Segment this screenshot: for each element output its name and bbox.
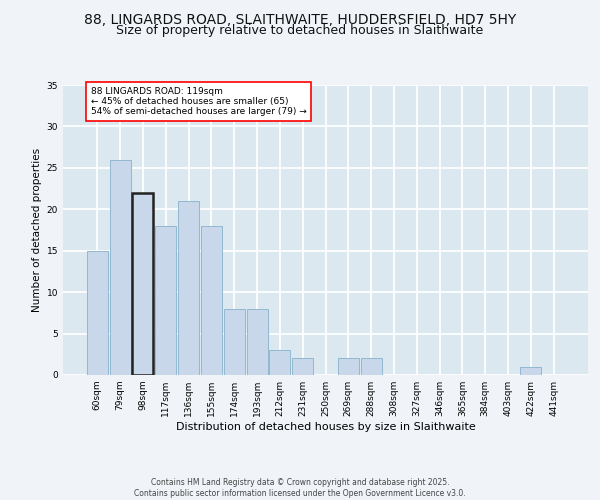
Bar: [201, 226, 222, 375]
Bar: [87, 250, 108, 375]
Bar: [292, 358, 313, 375]
Text: Size of property relative to detached houses in Slaithwaite: Size of property relative to detached ho…: [116, 24, 484, 37]
Bar: [155, 226, 176, 375]
Bar: [269, 350, 290, 375]
Text: 88 LINGARDS ROAD: 119sqm
← 45% of detached houses are smaller (65)
54% of semi-d: 88 LINGARDS ROAD: 119sqm ← 45% of detach…: [91, 86, 306, 117]
Bar: [338, 358, 359, 375]
X-axis label: Distribution of detached houses by size in Slaithwaite: Distribution of detached houses by size …: [176, 422, 475, 432]
Bar: [133, 192, 154, 375]
Bar: [224, 308, 245, 375]
Y-axis label: Number of detached properties: Number of detached properties: [32, 148, 43, 312]
Bar: [110, 160, 131, 375]
Bar: [178, 201, 199, 375]
Bar: [247, 308, 268, 375]
Bar: [520, 366, 541, 375]
Bar: [361, 358, 382, 375]
Text: Contains HM Land Registry data © Crown copyright and database right 2025.
Contai: Contains HM Land Registry data © Crown c…: [134, 478, 466, 498]
Text: 88, LINGARDS ROAD, SLAITHWAITE, HUDDERSFIELD, HD7 5HY: 88, LINGARDS ROAD, SLAITHWAITE, HUDDERSF…: [84, 12, 516, 26]
